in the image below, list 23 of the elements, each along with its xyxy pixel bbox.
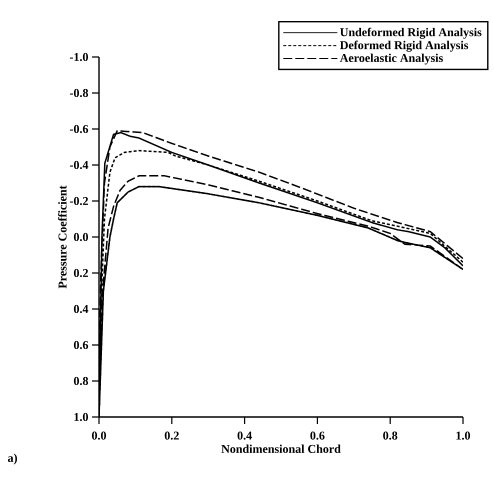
x-tick-label: 0.8 [383,432,398,440]
legend-label: Undeformed Rigid Analysis [340,28,482,39]
y-tick-label: 0.8 [74,376,88,386]
x-tick-label: 0.4 [238,432,252,440]
y-tick-label: 0.2 [74,268,88,278]
y-tick-label: -1.0 [70,52,88,62]
x-tick-label: 0.2 [164,432,179,440]
legend-label: Aeroelastic Analysis [340,54,443,65]
y-tick-label: 0.4 [74,304,88,314]
y-axis-title: Pressure Coefficient [58,185,67,288]
x-tick-label: 0.0 [92,432,106,440]
x-axis-title: Nondimensional Chord [221,444,341,453]
y-tick-label: 1.0 [74,412,88,422]
text: a) [8,454,17,464]
x-tick-label: 1.0 [456,432,470,440]
y-tick-label: -0.4 [70,160,88,170]
y-tick-label: -0.8 [70,88,88,98]
legend-label: Deformed Rigid Analysis [340,40,468,52]
y-tick-label: 0.6 [74,340,88,350]
y-tick-label: 0.0 [74,232,88,242]
y-tick-label: -0.2 [70,196,88,206]
x-tick-label: 0.6 [310,432,325,440]
y-tick-label: -0.6 [70,124,88,134]
